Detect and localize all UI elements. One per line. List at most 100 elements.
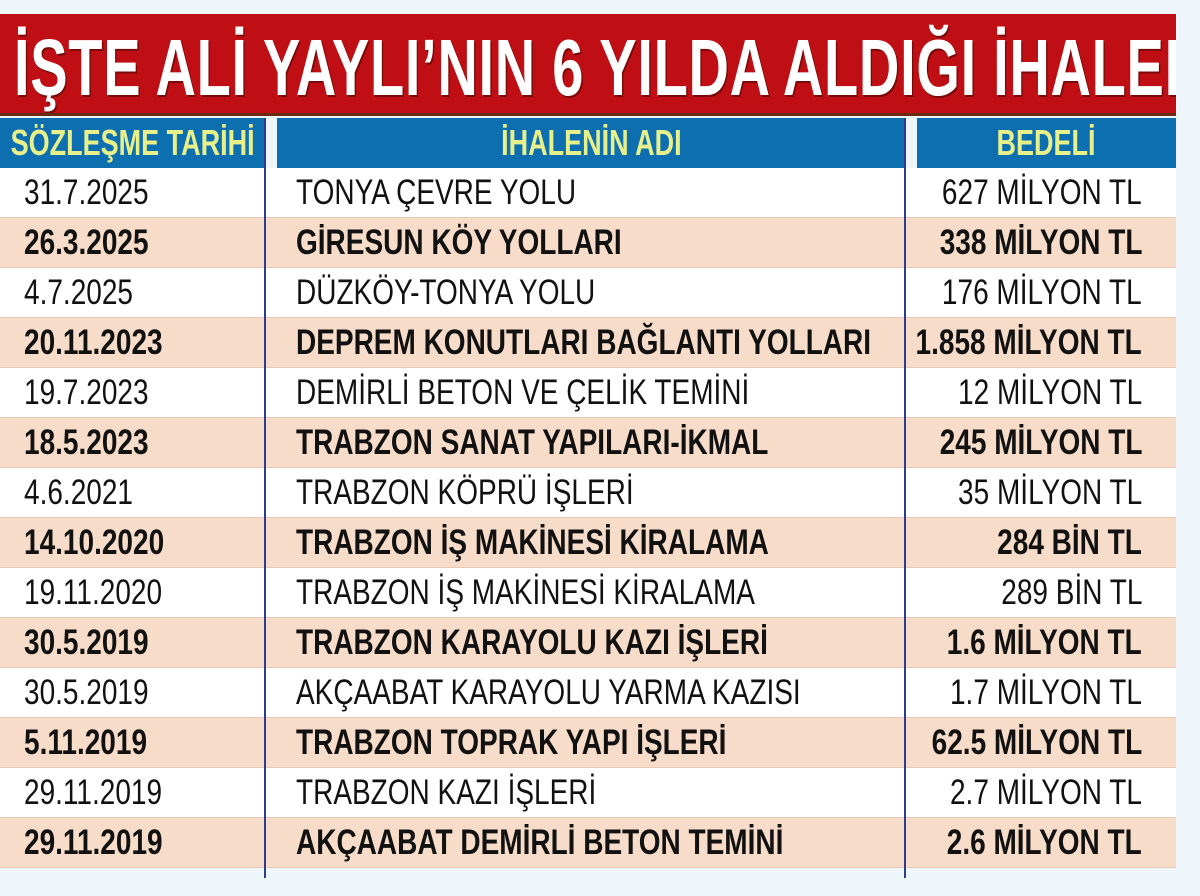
- cell-price: 35 MİLYON TL: [912, 468, 1142, 518]
- cell-date-text: 31.7.2025: [24, 173, 149, 212]
- cell-date-text: 18.5.2023: [24, 423, 149, 462]
- cell-price: 338 MİLYON TL: [889, 218, 1142, 268]
- table-row: 29.11.2019 TRABZON KAZI İŞLERİ 2.7 MİLYON …: [0, 768, 1176, 818]
- column-divider: [264, 118, 266, 878]
- table-row: 29.11.2019 AKÇAABAT DEMİRLİ BETON TEMİNİ 2…: [0, 818, 1176, 868]
- cell-price-text: 176 MİLYON TL: [942, 273, 1142, 312]
- table-row: 19.11.2020 TRABZON İŞ MAKİNESİ KİRALAMA 28…: [0, 568, 1176, 618]
- cell-date-text: 4.7.2025: [24, 273, 133, 312]
- cell-tender-name-text: TRABZON İŞ MAKİNESİ KİRALAMA: [296, 573, 755, 612]
- table-row: 5.11.2019 TRABZON TOPRAK YAPI İŞLERİ 62.5 …: [0, 718, 1176, 768]
- column-header-name-label: İHALENİN ADI: [500, 122, 682, 163]
- cell-price: 1.858 MİLYON TL: [859, 318, 1142, 368]
- table-row: 30.5.2019 AKÇAABAT KARAYOLU YARMA KAZISI 1…: [0, 668, 1176, 718]
- cell-price-text: 1.7 MİLYON TL: [950, 673, 1142, 712]
- cell-tender-name-text: TRABZON KARAYOLU KAZI İŞLERİ: [296, 623, 768, 662]
- cell-price: 245 MİLYON TL: [889, 418, 1142, 468]
- cell-date: 30.5.2019: [24, 668, 180, 718]
- cell-price: 62.5 MİLYON TL: [879, 718, 1142, 768]
- cell-price-text: 1.858 MİLYON TL: [915, 323, 1142, 362]
- title-banner: İŞTE ALİ YAYLI’NIN 6 YILDA ALDIĞI İHALEL…: [0, 14, 1176, 116]
- cell-price-text: 1.6 MİLYON TL: [946, 623, 1142, 662]
- table-row: 30.5.2019 TRABZON KARAYOLU KAZI İŞLERİ 1.6…: [0, 618, 1176, 668]
- cell-price: 289 BİN TL: [966, 568, 1142, 618]
- column-header-date-label: SÖZLEŞME TARİHİ: [10, 122, 255, 163]
- column-header-date: SÖZLEŞME TARİHİ: [0, 118, 265, 168]
- cell-tender-name: DEMİRLİ BETON VE ÇELİK TEMİNİ: [296, 368, 863, 418]
- cell-tender-name: DEPREM KONUTLARI BAĞLANTI YOLLARI: [296, 318, 1015, 368]
- cell-tender-name: TRABZON İŞ MAKİNESİ KİRALAMA: [296, 518, 887, 568]
- table-row: 26.3.2025 GİRESUN KÖY YOLLARI 338 MİLYON T…: [0, 218, 1176, 268]
- cell-date: 30.5.2019: [24, 618, 180, 668]
- cell-tender-name: TRABZON SANAT YAPILARI-İKMAL: [296, 418, 886, 468]
- cell-tender-name: TRABZON KARAYOLU KAZI İŞLERİ: [296, 618, 886, 668]
- cell-price: 627 MİLYON TL: [892, 168, 1142, 218]
- cell-date: 19.11.2020: [24, 568, 197, 618]
- table-row: 20.11.2023 DEPREM KONUTLARI BAĞLANTI YOLL…: [0, 318, 1176, 368]
- cell-date: 20.11.2023: [24, 318, 197, 368]
- column-header-price-label: BEDELİ: [996, 122, 1096, 163]
- cell-price: 1.6 MİLYON TL: [898, 618, 1142, 668]
- cell-date: 4.7.2025: [24, 268, 160, 318]
- page-title: İŞTE ALİ YAYLI’NIN 6 YILDA ALDIĞI İHALEL…: [14, 23, 1176, 112]
- cell-date: 5.11.2019: [24, 718, 178, 768]
- cell-tender-name-text: AKÇAABAT KARAYOLU YARMA KAZISI: [296, 673, 801, 712]
- cell-date: 26.3.2025: [24, 218, 180, 268]
- cell-price-text: 284 BİN TL: [997, 523, 1142, 562]
- cell-date: 14.10.2020: [24, 518, 199, 568]
- table-row: 19.7.2023 DEMİRLİ BETON VE ÇELİK TEMİNİ 12…: [0, 368, 1176, 418]
- column-header-price: BEDELİ: [917, 118, 1176, 168]
- table-row: 4.6.2021 TRABZON KÖPRÜ İŞLERİ 35 MİLYON TL: [0, 468, 1176, 518]
- cell-tender-name: DÜZKÖY-TONYA YOLU: [296, 268, 670, 318]
- cell-price-text: 12 MİLYON TL: [957, 373, 1142, 412]
- cell-price: 2.7 MİLYON TL: [902, 768, 1142, 818]
- cell-tender-name: AKÇAABAT DEMİRLİ BETON TEMİNİ: [296, 818, 905, 868]
- cell-price-text: 289 BİN TL: [1000, 573, 1142, 612]
- cell-price-text: 62.5 MİLYON TL: [931, 723, 1142, 762]
- table-row: 18.5.2023 TRABZON SANAT YAPILARI-İKMAL 245…: [0, 418, 1176, 468]
- cell-date-text: 29.11.2019: [24, 823, 163, 862]
- cell-date-text: 26.3.2025: [24, 223, 149, 262]
- cell-tender-name: TRABZON İŞ MAKİNESİ KİRALAMA: [296, 568, 870, 618]
- cell-tender-name-text: TONYA ÇEVRE YOLU: [296, 173, 577, 212]
- cell-price: 2.6 MİLYON TL: [898, 818, 1142, 868]
- cell-date-text: 14.10.2020: [24, 523, 165, 562]
- cell-tender-name: GİRESUN KÖY YOLLARI: [296, 218, 703, 268]
- cell-date: 19.7.2023: [24, 368, 180, 418]
- cell-tender-name-text: DEPREM KONUTLARI BAĞLANTI YOLLARI: [296, 323, 872, 362]
- cell-date: 4.6.2021: [24, 468, 160, 518]
- cell-price-text: 35 MİLYON TL: [957, 473, 1142, 512]
- cell-price: 176 MİLYON TL: [892, 268, 1142, 318]
- cell-price: 284 BİN TL: [961, 518, 1142, 568]
- table-row: 14.10.2020 TRABZON İŞ MAKİNESİ KİRALAMA 28…: [0, 518, 1176, 568]
- cell-price: 1.7 MİLYON TL: [902, 668, 1142, 718]
- cell-date-text: 29.11.2019: [24, 773, 163, 812]
- cell-tender-name-text: TRABZON KAZI İŞLERİ: [296, 773, 597, 812]
- cell-tender-name-text: TRABZON KÖPRÜ İŞLERİ: [296, 473, 634, 512]
- cell-tender-name-text: TRABZON İŞ MAKİNESİ KİRALAMA: [296, 523, 769, 562]
- cell-tender-name: TONYA ÇEVRE YOLU: [296, 168, 646, 218]
- column-header-name: İHALENİN ADI: [277, 118, 905, 168]
- cell-tender-name: AKÇAABAT KARAYOLU YARMA KAZISI: [296, 668, 927, 718]
- cell-price: 12 MİLYON TL: [912, 368, 1142, 418]
- cell-date: 18.5.2023: [24, 418, 180, 468]
- cell-price-text: 2.7 MİLYON TL: [950, 773, 1142, 812]
- cell-tender-name-text: DEMİRLİ BETON VE ÇELİK TEMİNİ: [296, 373, 750, 412]
- cell-date-text: 20.11.2023: [24, 323, 163, 362]
- cell-tender-name: TRABZON TOPRAK YAPI İŞLERİ: [296, 718, 834, 768]
- cell-date-text: 30.5.2019: [24, 673, 149, 712]
- cell-price-text: 627 MİLYON TL: [942, 173, 1142, 212]
- cell-tender-name-text: TRABZON SANAT YAPILARI-İKMAL: [296, 423, 769, 462]
- column-divider: [904, 118, 906, 878]
- cell-date-text: 4.6.2021: [24, 473, 133, 512]
- cell-tender-name-text: DÜZKÖY-TONYA YOLU: [296, 273, 596, 312]
- table-row: 4.7.2025 DÜZKÖY-TONYA YOLU 176 MİLYON TL: [0, 268, 1176, 318]
- cell-date: 31.7.2025: [24, 168, 180, 218]
- cell-date-text: 19.11.2020: [24, 573, 163, 612]
- cell-price-text: 2.6 MİLYON TL: [946, 823, 1142, 862]
- cell-date: 29.11.2019: [24, 768, 197, 818]
- cell-date-text: 30.5.2019: [24, 623, 149, 662]
- cell-date: 29.11.2019: [24, 818, 197, 868]
- table-row: 31.7.2025 TONYA ÇEVRE YOLU 627 MİLYON TL: [0, 168, 1176, 218]
- cell-date-text: 5.11.2019: [24, 723, 148, 762]
